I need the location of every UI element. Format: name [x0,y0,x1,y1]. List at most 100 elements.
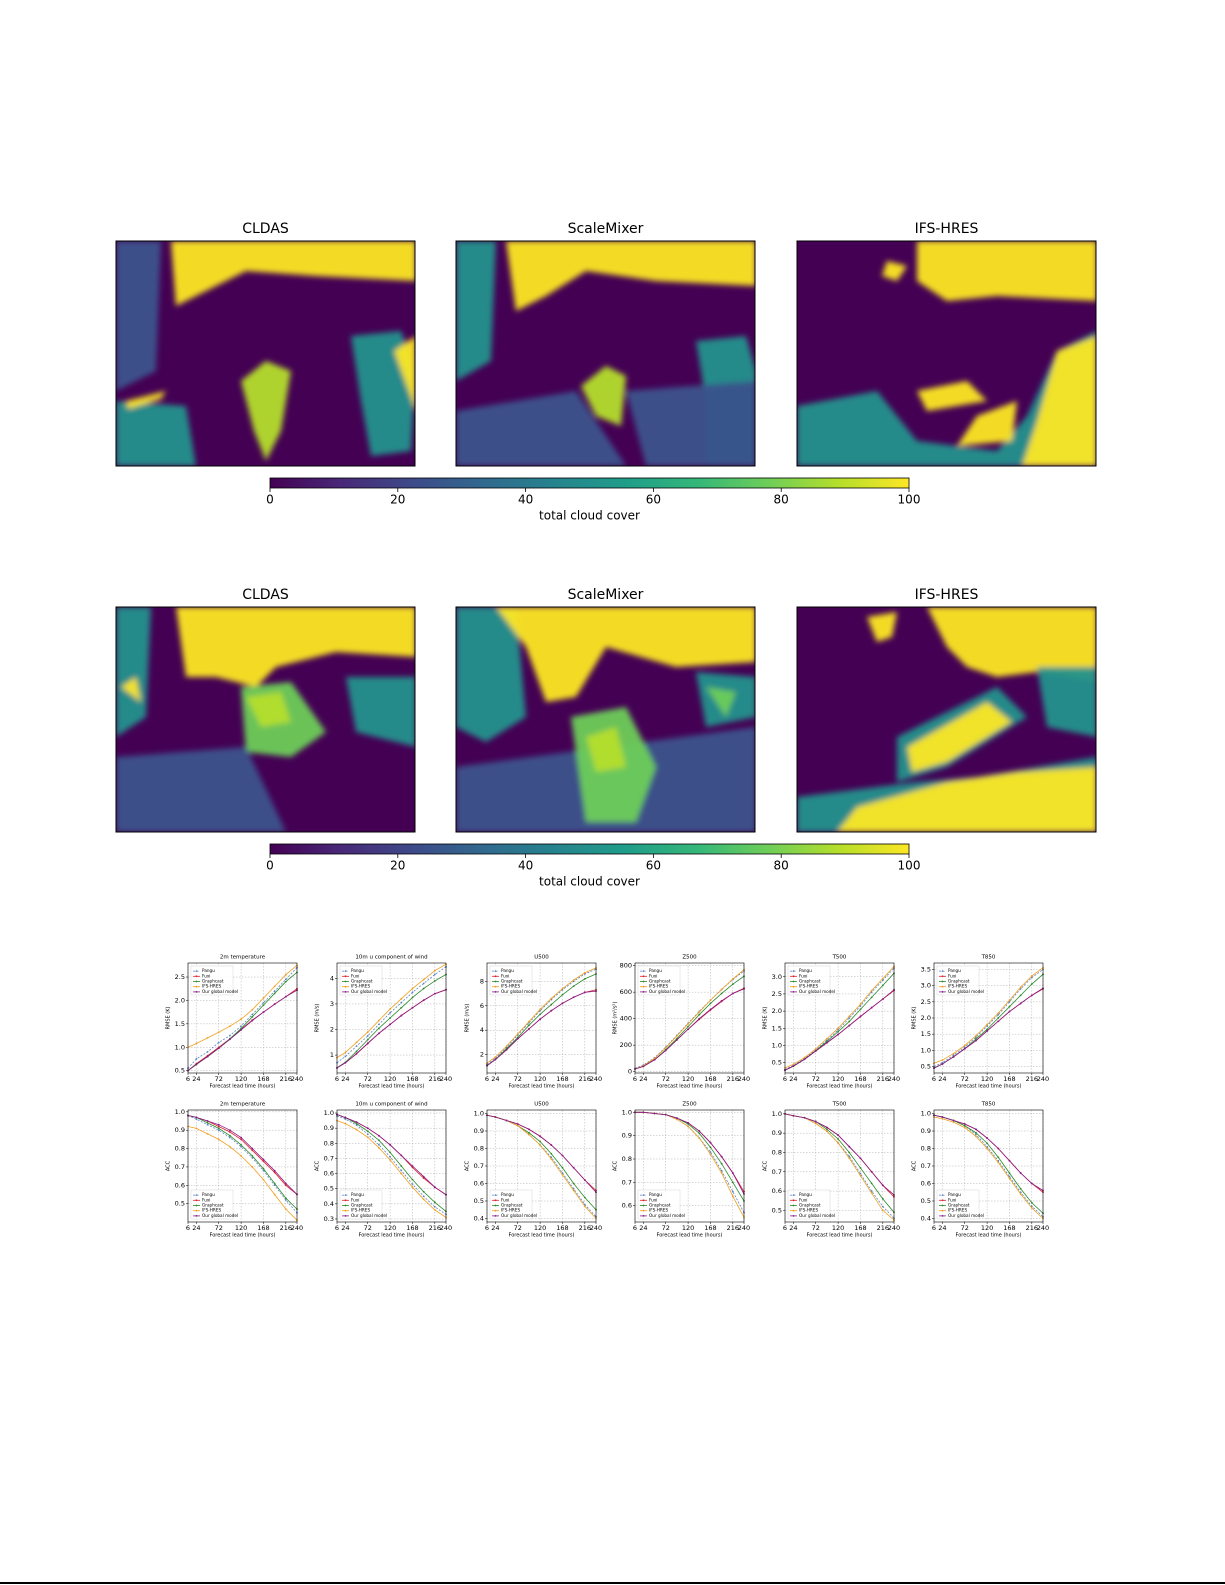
series-marker [550,997,553,1000]
y-axis-label: RMSE (m/s) [315,1004,321,1033]
legend-label: IFS-HRES [799,1208,818,1213]
series-marker [494,1058,497,1061]
plot-frame [336,962,447,1074]
series-marker [550,1144,553,1146]
x-tick-label: 72 [215,1224,223,1232]
series-marker [1030,976,1033,979]
panel-frame [115,606,416,833]
series-marker [881,1197,884,1200]
series-marker [433,980,436,982]
x-tick-label: 240 [738,1224,750,1232]
legend-marker [195,975,198,978]
series-marker [859,1008,862,1011]
x-tick-label: 24 [491,1224,499,1232]
legend-marker [195,991,198,993]
legend-marker [494,980,497,983]
panel-title: IFS-HRES [915,221,979,237]
chart-title: 10m u component of wind [355,1102,427,1108]
x-tick-label: 72 [812,1075,820,1083]
series-marker [240,1138,243,1141]
series-marker [284,1208,287,1211]
series-marker [941,1063,944,1065]
y-axis-label: ACC [315,1160,321,1171]
legend-label: Our global model [501,1213,537,1218]
x-axis-label: Forecast lead time (hours) [509,1084,575,1090]
series-marker [709,1002,712,1005]
series-marker [273,990,276,992]
legend-marker [642,1194,645,1196]
series-marker [803,1056,806,1059]
series-marker [400,1169,403,1172]
series-marker [433,1201,436,1204]
legend-marker [642,1199,645,1202]
x-tick-label: 6 [335,1224,339,1232]
legend-marker [642,975,645,978]
x-tick-label: 240 [440,1224,452,1232]
map-image [797,607,1096,832]
series-marker [251,1149,254,1152]
series-marker [217,1127,220,1130]
series-marker [550,1158,553,1160]
series-marker [539,1140,542,1143]
legend-marker [494,1209,497,1212]
y-tick-label: 0.8 [772,1148,782,1156]
series-marker [826,1130,828,1133]
series-marker [687,1028,690,1031]
series-marker [1019,987,1022,990]
y-tick-label: 2 [480,1051,484,1059]
x-tick-label: 216 [579,1075,591,1083]
x-tick-label: 24 [789,1075,797,1083]
series-marker [676,1038,678,1041]
series-marker [433,1208,436,1211]
x-tick-label: 120 [981,1224,993,1232]
series-marker [251,1155,254,1157]
legend-marker [195,1199,198,1202]
legend-label: IFS-HRES [501,984,520,989]
series-marker [411,987,414,990]
plot-frame [187,1109,298,1223]
legend-label: Pangu [501,1192,514,1197]
legend-marker [344,1194,347,1196]
y-tick-label: 0 [628,1068,632,1076]
cloud-region [346,677,415,747]
series-marker [262,1001,265,1004]
map-image [116,607,415,832]
series-marker [698,1130,701,1132]
series-marker [997,1161,1000,1164]
series-marker [1019,1187,1022,1190]
series-marker [262,1011,265,1014]
series-marker [561,1002,564,1005]
series-marker [561,987,564,990]
series-marker [859,1015,862,1018]
y-tick-label: 1.0 [622,1108,632,1116]
series-marker [262,1169,265,1172]
x-tick-label: 216 [727,1075,739,1083]
legend-marker [195,1209,198,1212]
x-tick-label: 6 [186,1075,190,1083]
series-marker [837,1030,840,1033]
y-tick-label: 0.4 [474,1215,484,1223]
cloud-region [581,366,626,426]
series-marker [422,999,425,1002]
series-marker [411,1178,414,1181]
series-marker [516,1124,519,1127]
series-marker [881,1209,884,1212]
legend-label: Graphcast [351,1203,373,1208]
y-tick-label: 0.5 [772,1206,782,1214]
series-marker [229,1025,231,1028]
cloud-region [882,261,907,281]
series-marker [273,1193,276,1196]
panel-frame [455,240,756,467]
chart-title: 2m temperature [220,1102,266,1108]
series-marker [720,1169,723,1172]
x-tick-label: 72 [662,1224,670,1232]
legend-label: Graphcast [948,979,970,984]
colorbar-label: total cloud cover [539,875,640,889]
cloud-field [797,607,1096,832]
y-tick-label: 0.8 [324,1139,334,1147]
series-marker [1030,975,1033,977]
series-marker [687,1025,690,1028]
legend-marker [642,1204,645,1207]
cloud-region [241,361,291,461]
series-marker [206,1123,209,1126]
